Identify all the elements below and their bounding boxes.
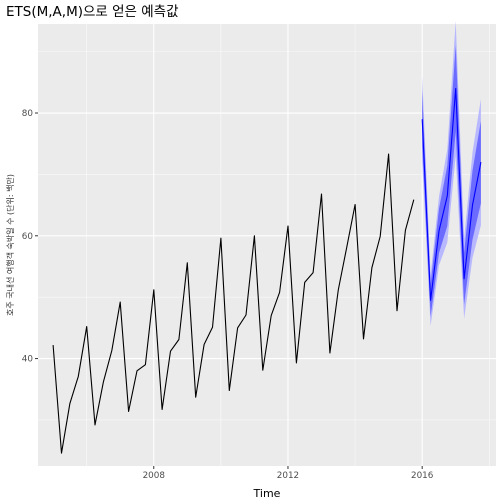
- y-tick-label: 80: [22, 109, 34, 119]
- y-tick-label: 60: [22, 232, 34, 242]
- x-tick-label: 2008: [143, 471, 165, 481]
- y-axis-title: 호주 국내선 여행객 숙박일 수 (단위: 백만): [5, 174, 15, 316]
- x-tick-label: 2016: [411, 471, 434, 481]
- x-tick-label: 2012: [277, 471, 299, 481]
- series-lines: [52, 87, 482, 454]
- major-grid: [38, 24, 496, 466]
- y-tick-label: 40: [22, 355, 34, 365]
- chart-title: ETS(M,A,M)으로 얻은 예측값: [6, 4, 179, 20]
- plot-panel: [38, 24, 496, 466]
- x-axis-title: Time: [253, 487, 281, 500]
- observed-line: [52, 153, 415, 454]
- axis-ticks: 2008 2012 2016 40 60 80: [22, 109, 434, 481]
- forecast-line: [421, 87, 482, 301]
